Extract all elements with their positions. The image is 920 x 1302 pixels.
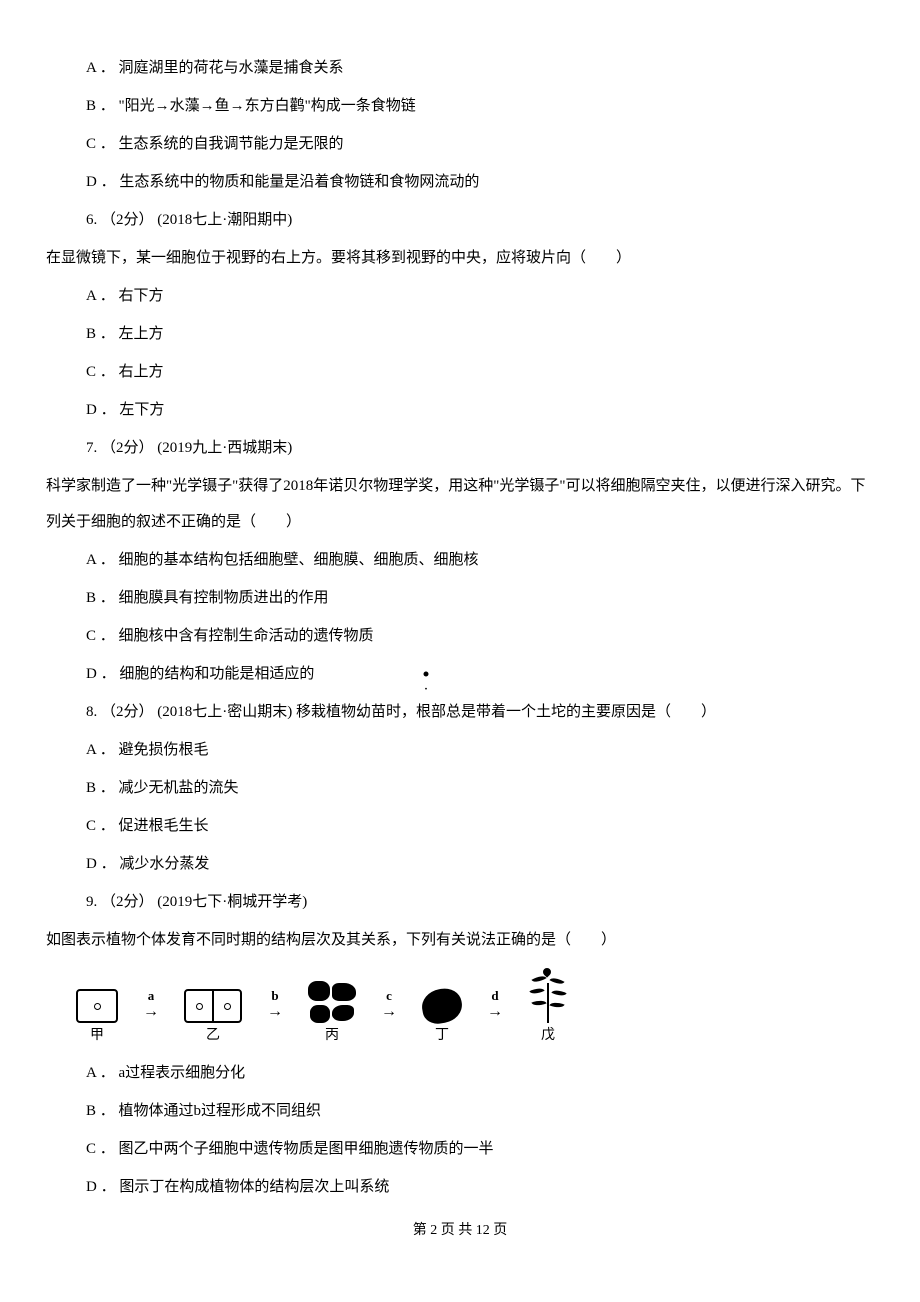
q8-option-b: B ． 减少无机盐的流失 bbox=[46, 770, 874, 806]
figure-label-jia: 甲 bbox=[90, 1028, 104, 1045]
arrow-d: d → bbox=[487, 989, 503, 1045]
page-footer: 第 2 页 共 12 页 bbox=[46, 1220, 874, 1241]
figure-label-wu: 戊 bbox=[541, 1028, 555, 1045]
q7-text: 科学家制造了一种"光学镊子"获得了2018年诺贝尔物理学奖，用这种"光学镊子"可… bbox=[46, 468, 874, 540]
arrow-a: a → bbox=[143, 989, 159, 1045]
tissue-bing-icon bbox=[308, 981, 356, 1023]
arrow-label-b: b bbox=[271, 989, 278, 1002]
figure-ding: 丁 bbox=[422, 989, 462, 1045]
q7-option-c: C ． 细胞核中含有控制生命活动的遗传物质 bbox=[46, 618, 874, 654]
q6-header: 6. （2分） (2018七上·潮阳期中) bbox=[46, 202, 874, 238]
arrow-label-d: d bbox=[491, 989, 498, 1002]
arrow-label-c: c bbox=[386, 989, 392, 1002]
plant-wu-icon bbox=[528, 968, 568, 1023]
figure-yi: 乙 bbox=[184, 989, 242, 1045]
figure-label-bing: 丙 bbox=[325, 1028, 339, 1045]
q8-option-d: D ． 减少水分蒸发 bbox=[46, 846, 874, 882]
q7-option-a: A ． 细胞的基本结构包括细胞壁、细胞膜、细胞质、细胞核 bbox=[46, 542, 874, 578]
q5-option-d: D ． 生态系统中的物质和能量是沿着食物链和食物网流动的 bbox=[46, 164, 874, 200]
arrow-label-a: a bbox=[148, 989, 155, 1002]
q6-option-a: A ． 右下方 bbox=[46, 278, 874, 314]
q9-option-a: A ． a过程表示细胞分化 bbox=[46, 1055, 874, 1091]
cell-yi-icon bbox=[184, 989, 242, 1023]
arrow-line-icon: → bbox=[381, 1004, 397, 1020]
q9-figure: 甲 a → 乙 b → 丙 c → 丁 d → bbox=[46, 968, 874, 1045]
figure-wu: 戊 bbox=[528, 968, 568, 1045]
q8-header: 8. （2分） (2018七上·密山期末) 移栽植物幼苗时，根部总是带着一个土坨… bbox=[46, 694, 874, 730]
figure-label-yi: 乙 bbox=[206, 1028, 220, 1045]
q9-text: 如图表示植物个体发育不同时期的结构层次及其关系，下列有关说法正确的是（ ） bbox=[46, 922, 874, 958]
q6-option-b: B ． 左上方 bbox=[46, 316, 874, 352]
q8-option-c: C ． 促进根毛生长 bbox=[46, 808, 874, 844]
q9-option-d: D ． 图示丁在构成植物体的结构层次上叫系统 bbox=[46, 1169, 874, 1205]
q7-option-d-text: D ． 细胞的结构和功能是相适应的 bbox=[86, 666, 314, 682]
arrow-c: c → bbox=[381, 989, 397, 1045]
q9-header: 9. （2分） (2019七下·桐城开学考) bbox=[46, 884, 874, 920]
q7-option-d: D ． 细胞的结构和功能是相适应的 · bbox=[46, 656, 874, 692]
figure-bing: 丙 bbox=[308, 981, 356, 1045]
q9-option-c: C ． 图乙中两个子细胞中遗传物质是图甲细胞遗传物质的一半 bbox=[46, 1131, 874, 1167]
q5-option-a: A ． 洞庭湖里的荷花与水藻是捕食关系 bbox=[46, 50, 874, 86]
q7-header: 7. （2分） (2019九上·西城期末) bbox=[46, 430, 874, 466]
q5-option-c: C ． 生态系统的自我调节能力是无限的 bbox=[46, 126, 874, 162]
q9-option-b: B ． 植物体通过b过程形成不同组织 bbox=[46, 1093, 874, 1129]
q8-option-a: A ． 避免损伤根毛 bbox=[46, 732, 874, 768]
arrow-line-icon: → bbox=[487, 1004, 503, 1020]
arrow-line-icon: → bbox=[143, 1004, 159, 1020]
q6-option-d: D ． 左下方 bbox=[46, 392, 874, 428]
q5-option-b: B ． "阳光→水藻→鱼→东方白鹳"构成一条食物链 bbox=[46, 88, 874, 124]
figure-jia: 甲 bbox=[76, 989, 118, 1045]
q6-option-c: C ． 右上方 bbox=[46, 354, 874, 390]
arrow-line-icon: → bbox=[267, 1004, 283, 1020]
q7-option-b: B ． 细胞膜具有控制物质进出的作用 bbox=[46, 580, 874, 616]
organ-ding-icon bbox=[419, 986, 464, 1026]
figure-label-ding: 丁 bbox=[435, 1028, 449, 1045]
cell-jia-icon bbox=[76, 989, 118, 1023]
arrow-b: b → bbox=[267, 989, 283, 1045]
q6-text: 在显微镜下，某一细胞位于视野的右上方。要将其移到视野的中央，应将玻片向（ ） bbox=[46, 240, 874, 276]
center-dot-marker: · bbox=[424, 672, 429, 677]
